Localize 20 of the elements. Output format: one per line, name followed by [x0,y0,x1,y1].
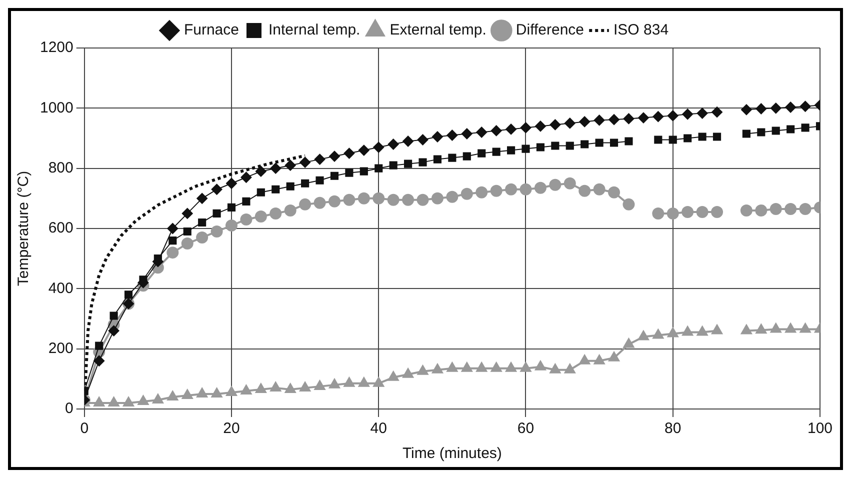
x-tick-label: 100 [807,420,833,438]
y-tick-label: 600 [48,220,74,237]
x-tick-label: 40 [370,420,387,438]
y-tick-label: 800 [48,159,74,176]
y-axis-title: Temperature (°C) [15,170,32,286]
x-tick-label: 60 [517,420,534,438]
x-axis-title: Time (minutes) [402,445,502,462]
y-tick-label: 200 [48,340,74,357]
x-tick-label: 0 [80,420,89,438]
y-tick-label: 1200 [40,39,74,56]
legend-label: Furnace [184,22,239,39]
x-tick-label: 20 [223,420,240,438]
y-tick-label: 400 [48,280,74,297]
legend-label: Difference [516,22,584,39]
y-tick-label: 0 [65,400,74,418]
legend-label: External temp. [390,22,486,39]
y-tick-label: 1000 [40,99,74,116]
legend-label: ISO 834 [614,22,669,39]
x-tick-label: 80 [664,420,682,438]
legend-label: Internal temp. [268,22,360,39]
